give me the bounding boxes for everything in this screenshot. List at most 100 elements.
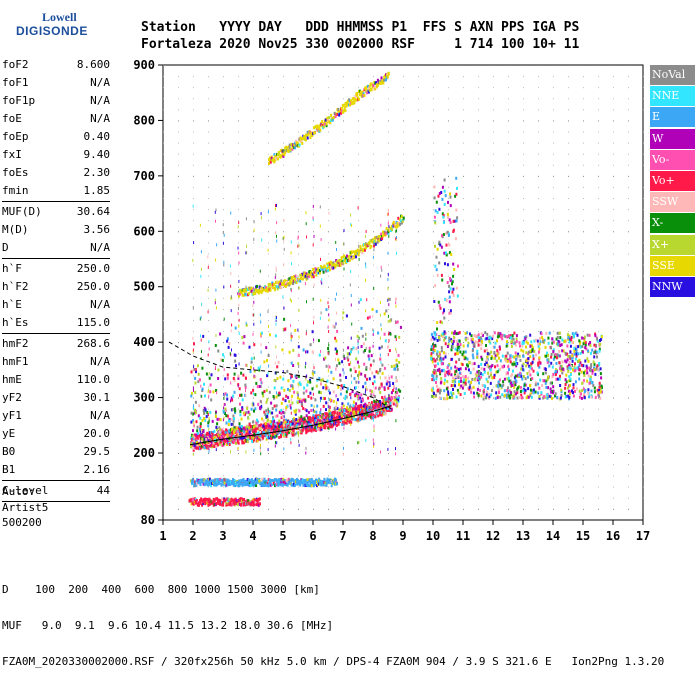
- grid-dot: [163, 220, 164, 221]
- grid-dot: [463, 132, 464, 133]
- grid-dot: [643, 165, 644, 166]
- echo-point: [363, 342, 365, 345]
- grid-dot: [448, 76, 449, 77]
- echo-point: [306, 350, 308, 353]
- grid-dot: [343, 253, 344, 254]
- grid-dot: [508, 65, 509, 66]
- echo-point: [282, 415, 284, 418]
- echo-point: [357, 361, 359, 364]
- grid-dot: [268, 176, 269, 177]
- grid-dot: [568, 320, 569, 321]
- echo-point: [223, 286, 224, 289]
- echo-point: [389, 339, 390, 342]
- grid-dot: [388, 342, 389, 343]
- echo-point: [363, 417, 365, 420]
- grid-dot: [598, 475, 599, 476]
- echo-point: [253, 343, 255, 346]
- grid-dot: [313, 231, 314, 232]
- echo-point: [224, 356, 225, 359]
- grid-dot: [358, 132, 359, 133]
- echo-point: [250, 425, 252, 428]
- echo-point: [358, 374, 359, 377]
- grid-dot: [508, 375, 509, 376]
- grid-dot: [178, 120, 179, 121]
- echo-point: [347, 346, 349, 349]
- grid-dot: [493, 431, 494, 432]
- echo-point: [328, 305, 329, 308]
- grid-dot: [643, 187, 644, 188]
- grid-dot: [433, 498, 434, 499]
- grid-dot: [508, 475, 509, 476]
- grid-dot: [283, 109, 284, 110]
- grid-dot: [448, 109, 449, 110]
- echo-point: [261, 427, 262, 430]
- echo-point: [230, 352, 231, 355]
- grid-dot: [643, 132, 644, 133]
- echo-point: [263, 419, 265, 422]
- grid-dot: [538, 309, 539, 310]
- grid-dot: [343, 120, 344, 121]
- echo-point: [344, 268, 345, 271]
- grid-dot: [568, 253, 569, 254]
- grid-dot: [193, 220, 194, 221]
- grid-dot: [598, 298, 599, 299]
- grid-dot: [328, 132, 329, 133]
- grid-dot: [238, 420, 239, 421]
- echo-point: [243, 412, 245, 415]
- echo-point: [201, 339, 202, 342]
- grid-dot: [358, 498, 359, 499]
- grid-dot: [478, 76, 479, 77]
- grid-dot: [238, 453, 239, 454]
- grid-dot: [523, 209, 524, 210]
- echo-point: [358, 253, 360, 256]
- grid-dot: [433, 132, 434, 133]
- echo-point: [243, 427, 245, 430]
- echo-point: [238, 307, 239, 310]
- grid-dot: [418, 442, 419, 443]
- echo-point: [377, 414, 379, 417]
- grid-dot: [568, 120, 569, 121]
- grid-dot: [613, 287, 614, 288]
- echo-point: [298, 345, 300, 348]
- echo-point: [337, 108, 339, 111]
- grid-dot: [538, 109, 539, 110]
- echo-point: [275, 273, 276, 276]
- echo-point: [302, 277, 304, 280]
- grid-dot: [553, 198, 554, 199]
- echo-point: [299, 144, 301, 147]
- grid-dot: [163, 87, 164, 88]
- echo-point: [232, 395, 234, 398]
- grid-dot: [508, 453, 509, 454]
- echo-point: [275, 334, 277, 337]
- grid-dot: [493, 220, 494, 221]
- echo-point: [320, 299, 321, 302]
- grid-dot: [643, 120, 644, 121]
- grid-dot: [313, 98, 314, 99]
- grid-dot: [523, 331, 524, 332]
- echo-point: [249, 423, 251, 426]
- echo-point: [287, 379, 289, 382]
- grid-dot: [478, 398, 479, 399]
- grid-dot: [283, 120, 284, 121]
- grid-dot: [583, 420, 584, 421]
- grid-dot: [628, 320, 629, 321]
- grid-dot: [178, 198, 179, 199]
- grid-dot: [403, 120, 404, 121]
- grid-dot: [238, 198, 239, 199]
- grid-dot: [643, 464, 644, 465]
- grid-dot: [268, 265, 269, 266]
- grid-dot: [493, 342, 494, 343]
- echo-point: [268, 448, 269, 451]
- echo-point: [314, 398, 316, 401]
- grid-dot: [463, 187, 464, 188]
- echo-point: [360, 393, 362, 396]
- echo-point: [380, 451, 381, 454]
- echo-point: [191, 392, 193, 395]
- grid-dot: [208, 187, 209, 188]
- echo-point: [242, 294, 244, 297]
- grid-dot: [253, 132, 254, 133]
- grid-dot: [553, 409, 554, 410]
- grid-dot: [253, 253, 254, 254]
- echo-point: [324, 397, 326, 400]
- grid-dot: [388, 420, 389, 421]
